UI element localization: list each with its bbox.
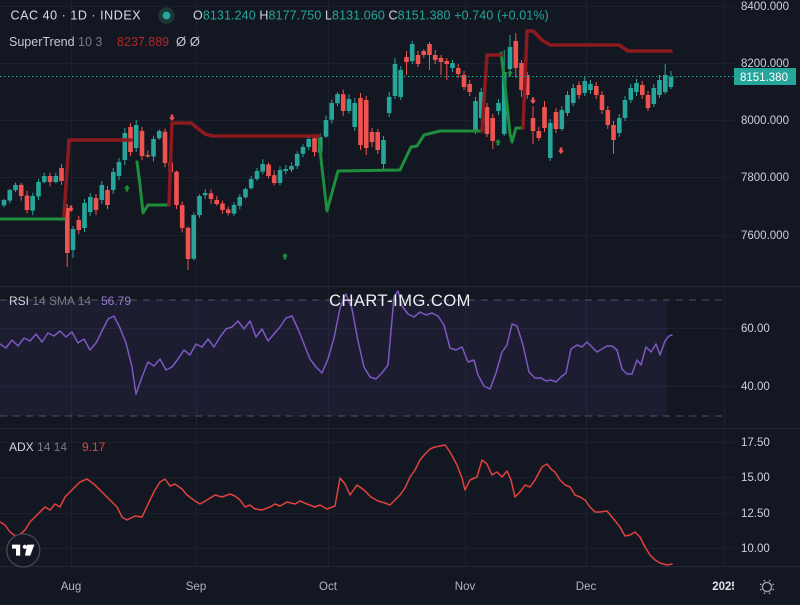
svg-text:17.50: 17.50 (741, 437, 770, 449)
svg-text:Oct: Oct (319, 581, 338, 593)
svg-text:Nov: Nov (455, 581, 476, 593)
svg-text:10.00: 10.00 (741, 543, 770, 555)
svg-text:CAC 40 · 1D · INDEX: CAC 40 · 1D · INDEX (11, 9, 142, 23)
svg-text:Ø Ø: Ø Ø (176, 34, 200, 49)
svg-text:15.00: 15.00 (741, 472, 770, 484)
svg-text:ADX 14 14: ADX 14 14 (9, 440, 67, 454)
svg-text:8151.380: 8151.380 (740, 72, 788, 84)
svg-text:8000.000: 8000.000 (741, 115, 789, 127)
svg-text:Dec: Dec (576, 581, 597, 593)
svg-text:8400.000: 8400.000 (741, 1, 789, 13)
svg-text:12.50: 12.50 (741, 508, 770, 520)
svg-text:SuperTrend 10 3: SuperTrend 10 3 (9, 35, 102, 49)
svg-text:7600.000: 7600.000 (741, 230, 789, 242)
svg-text:40.00: 40.00 (741, 381, 770, 393)
svg-text:7800.000: 7800.000 (741, 172, 789, 184)
svg-text:60.00: 60.00 (741, 323, 770, 335)
svg-text:56.79: 56.79 (101, 294, 131, 308)
svg-text:CHART-IMG.COM: CHART-IMG.COM (329, 292, 471, 310)
svg-text:8237.889: 8237.889 (117, 35, 169, 49)
svg-text:2025: 2025 (712, 581, 738, 593)
svg-text:O8131.240 H8177.750 L8131.060: O8131.240 H8177.750 L8131.060 C8151.380 … (193, 9, 549, 23)
svg-text:RSI 14 SMA 14: RSI 14 SMA 14 (9, 294, 91, 308)
svg-text:8200.000: 8200.000 (741, 58, 789, 70)
svg-text:Aug: Aug (61, 581, 81, 593)
svg-text:Sep: Sep (186, 581, 206, 593)
svg-text:9.17: 9.17 (82, 440, 106, 454)
